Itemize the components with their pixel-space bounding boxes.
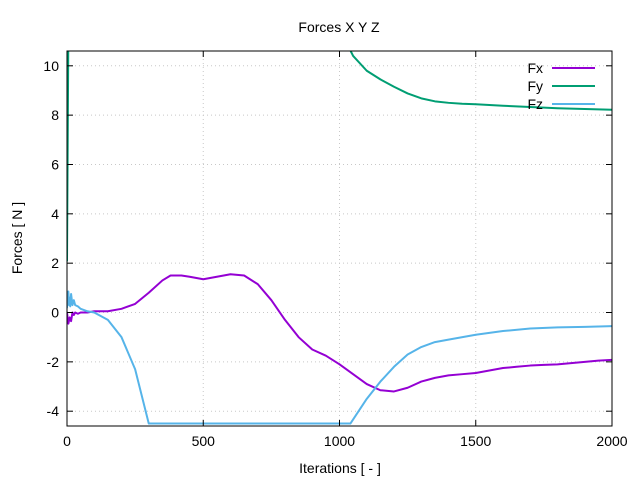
x-tick-label: 1000 — [324, 433, 355, 449]
x-tick-label: 2000 — [596, 433, 627, 449]
legend-label-fy: Fy — [527, 78, 543, 94]
series-line-fx — [67, 273, 612, 393]
y-tick-label: 10 — [43, 58, 59, 74]
y-tick-label: -2 — [47, 354, 60, 370]
x-tick-label: 0 — [63, 433, 71, 449]
x-tick-label: 500 — [192, 433, 216, 449]
ticks: 0 500 1000 1500 2000 -4 -2 0 2 4 6 8 10 — [43, 51, 628, 449]
chart-title: Forces X Y Z — [298, 19, 380, 35]
legend-label-fz: Fz — [527, 96, 543, 112]
y-tick-label: 6 — [51, 156, 59, 172]
y-tick-label: 8 — [51, 107, 59, 123]
y-tick-label: -4 — [47, 403, 60, 419]
y-axis-title: Forces [ N ] — [9, 202, 25, 274]
x-tick-label: 1500 — [460, 433, 491, 449]
legend: Fx Fy Fz — [527, 60, 595, 112]
series-line-fz — [67, 290, 612, 425]
y-tick-label: 0 — [51, 305, 59, 321]
y-tick-label: 4 — [51, 206, 59, 222]
legend-label-fx: Fx — [527, 60, 543, 76]
y-tick-label: 2 — [51, 255, 59, 271]
x-axis-title: Iterations [ - ] — [299, 460, 381, 476]
